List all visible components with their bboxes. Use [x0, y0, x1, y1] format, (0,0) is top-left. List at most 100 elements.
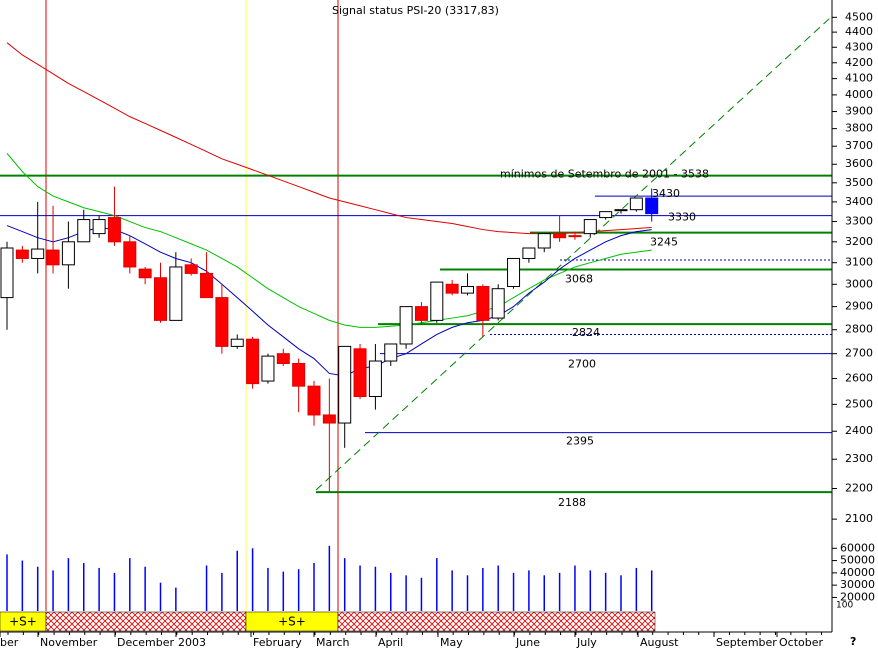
y-tick-label: 3900 [845, 105, 873, 118]
candle-body [61, 241, 75, 266]
candle-body [568, 235, 582, 238]
level-label: mínimos de Setembro de 2001 - 3538 [500, 168, 709, 181]
x-tick-label: July [576, 636, 597, 649]
volume-tick-label: 60000 [840, 541, 875, 554]
moving-average [6, 42, 652, 235]
y-tick-label: 4100 [845, 72, 873, 85]
x-tick-label: August [640, 636, 679, 649]
x-tick-label: 2003 [178, 636, 206, 649]
x-tick-label: March [316, 636, 350, 649]
x-tick-label: April [378, 636, 403, 649]
candle-body [414, 306, 428, 321]
candle-body [154, 277, 167, 321]
y-tick-label: 3700 [845, 139, 873, 152]
candle-body [353, 348, 367, 397]
y-tick-label: 3800 [845, 122, 873, 135]
y-tick-label: 3300 [845, 215, 873, 228]
candle-body [15, 249, 29, 259]
y-tick-label: 3600 [845, 157, 873, 170]
y-tick-label: 3200 [845, 235, 873, 248]
chart-title: Signal status PSI-20 (3317,83) [332, 4, 499, 17]
y-tick-label: 3000 [845, 277, 873, 290]
candle-body [261, 355, 275, 382]
signal-label: +S+ [278, 615, 306, 629]
candle-body [184, 264, 198, 274]
candle-body [138, 268, 152, 279]
candle-body [92, 219, 106, 235]
plot: mínimos de Setembro de 2001 - 3538 3430 33… [0, 0, 832, 611]
x-tick-label: May [440, 636, 463, 649]
x-tick-label: September [716, 636, 777, 649]
candle-body [215, 297, 229, 347]
candle-body [292, 362, 306, 387]
signal-label: +S+ [9, 615, 37, 629]
level-label: 3430 [652, 187, 680, 200]
signal-strip [45, 611, 247, 632]
candle-body [230, 338, 244, 347]
y-tick-label: 3500 [845, 176, 873, 189]
candle-body [445, 283, 459, 294]
candle-body [476, 285, 490, 321]
y-tick-label: 2400 [845, 424, 873, 437]
level-label: 2700 [568, 358, 596, 371]
candle-body [553, 233, 567, 239]
x-tick-label: October [779, 636, 823, 649]
level-label: 2188 [558, 496, 586, 509]
signal-strip [337, 611, 656, 632]
y-tick-label: 2900 [845, 300, 873, 313]
candle-body [77, 219, 91, 243]
candle-body [322, 414, 336, 424]
candle-body [614, 209, 628, 212]
candle-body [461, 285, 474, 294]
trend-line [315, 17, 831, 491]
candle-body [307, 385, 321, 416]
volume-legend: 100 [836, 601, 853, 611]
candle-body [200, 272, 214, 299]
candle-body [123, 241, 137, 268]
candle-body [537, 233, 551, 249]
level-label: 3245 [650, 236, 678, 249]
y-tick-label: 2300 [845, 452, 873, 465]
candle-body [645, 197, 659, 215]
candle-body [399, 306, 413, 345]
y-tick-label: 4400 [845, 25, 873, 38]
y-tick-label: 2500 [845, 397, 873, 410]
help-mark: ? [850, 635, 856, 648]
candle-body [338, 345, 352, 424]
candle-body [384, 343, 398, 362]
level-label: 3330 [668, 211, 696, 224]
x-tick-label: February [253, 636, 302, 649]
candle-body [629, 197, 643, 211]
x-tick-label: December [117, 636, 175, 649]
y-tick-label: 4200 [845, 56, 873, 69]
level-label: 2395 [566, 435, 594, 448]
candle-body [583, 219, 597, 235]
y-tick-label: 2600 [845, 372, 873, 385]
candle-body [107, 217, 121, 243]
y-tick-label: 2200 [845, 482, 873, 495]
candle-body [430, 281, 444, 321]
candle-body [276, 353, 290, 364]
candle-body [246, 338, 260, 385]
y-tick-label: 4500 [845, 10, 873, 23]
y-tick-label: 2700 [845, 347, 873, 360]
volume-tick-label: 40000 [840, 566, 875, 579]
y-tick-label: 3100 [845, 256, 873, 269]
candle-body [169, 266, 183, 321]
level-label: 3068 [565, 273, 593, 286]
candle-body [599, 211, 613, 219]
y-tick-label: 2100 [845, 512, 873, 525]
candle-body [507, 257, 521, 287]
volume-tick-label: 50000 [840, 554, 875, 567]
candle-body [0, 247, 14, 299]
volume-tick-label: 30000 [840, 578, 875, 591]
x-tick-label: November [40, 636, 98, 649]
candle-body [491, 288, 505, 319]
x-tick-label: June [515, 636, 540, 649]
y-tick-label: 4300 [845, 40, 873, 53]
candle-body [31, 248, 45, 259]
x-tick-label: ber [0, 636, 19, 649]
candle-body [46, 249, 60, 266]
